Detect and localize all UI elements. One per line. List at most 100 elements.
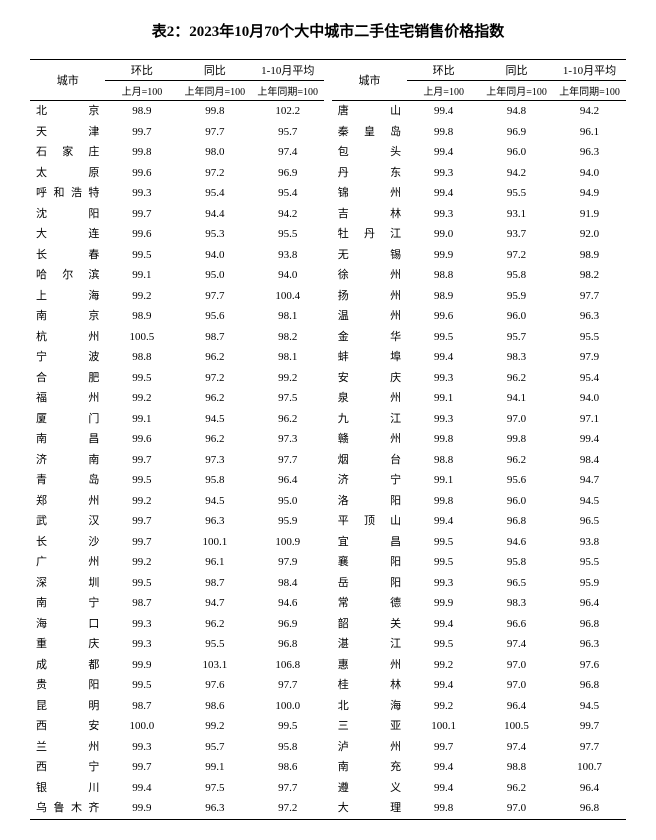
city-left: 南京: [30, 306, 105, 327]
avg-left: 96.4: [251, 470, 324, 491]
avg-right: 94.0: [553, 163, 626, 184]
city-left: 西宁: [30, 757, 105, 778]
city-left: 长沙: [30, 532, 105, 553]
mm-left: 99.7: [105, 204, 178, 225]
table-row: 上海99.297.7100.4扬州98.995.997.7: [30, 286, 626, 307]
city-left: 厦门: [30, 409, 105, 430]
mm-left: 99.5: [105, 368, 178, 389]
mm-left: 100.5: [105, 327, 178, 348]
yy-right: 98.3: [480, 593, 553, 614]
mm-right: 99.1: [407, 470, 480, 491]
avg-right: 92.0: [553, 224, 626, 245]
mm-right: 99.5: [407, 532, 480, 553]
city-right: 平顶山: [332, 511, 407, 532]
yy-left: 98.0: [178, 142, 251, 163]
mm-right: 99.3: [407, 573, 480, 594]
avg-left: 96.9: [251, 614, 324, 635]
yy-left: 96.2: [178, 429, 251, 450]
mm-right: 99.2: [407, 655, 480, 676]
city-right: 安庆: [332, 368, 407, 389]
yy-left: 96.3: [178, 798, 251, 819]
hdr-mm-sub-left: 上月=100: [105, 81, 178, 101]
city-left: 合肥: [30, 368, 105, 389]
avg-right: 96.8: [553, 675, 626, 696]
table-row: 青岛99.595.896.4济宁99.195.694.7: [30, 470, 626, 491]
yy-right: 100.5: [480, 716, 553, 737]
mm-left: 99.5: [105, 675, 178, 696]
yy-left: 94.5: [178, 491, 251, 512]
city-left: 广州: [30, 552, 105, 573]
mm-right: 99.4: [407, 183, 480, 204]
mm-right: 99.2: [407, 696, 480, 717]
avg-left: 106.8: [251, 655, 324, 676]
yy-right: 94.8: [480, 101, 553, 122]
avg-right: 94.5: [553, 491, 626, 512]
avg-right: 95.5: [553, 327, 626, 348]
mm-right: 98.8: [407, 265, 480, 286]
avg-right: 97.9: [553, 347, 626, 368]
yy-right: 97.0: [480, 655, 553, 676]
table-title: 表2：2023年10月70个大中城市二手住宅销售价格指数: [30, 20, 626, 41]
mm-left: 99.3: [105, 183, 178, 204]
city-left: 太原: [30, 163, 105, 184]
table-row: 兰州99.395.795.8泸州99.797.497.7: [30, 737, 626, 758]
table-row: 天津99.797.795.7秦皇岛99.896.996.1: [30, 122, 626, 143]
mm-left: 99.7: [105, 532, 178, 553]
mm-right: 99.3: [407, 409, 480, 430]
city-left: 福州: [30, 388, 105, 409]
city-left: 南宁: [30, 593, 105, 614]
city-right: 岳阳: [332, 573, 407, 594]
mm-left: 99.2: [105, 491, 178, 512]
yy-right: 93.1: [480, 204, 553, 225]
mm-left: 99.6: [105, 429, 178, 450]
table-row: 西安100.099.299.5三亚100.1100.599.7: [30, 716, 626, 737]
city-right: 惠州: [332, 655, 407, 676]
table-row: 南京98.995.698.1温州99.696.096.3: [30, 306, 626, 327]
table-row: 郑州99.294.595.0洛阳99.896.094.5: [30, 491, 626, 512]
yy-left: 95.3: [178, 224, 251, 245]
mm-left: 99.7: [105, 757, 178, 778]
city-right: 唐山: [332, 101, 407, 122]
avg-left: 97.7: [251, 675, 324, 696]
hdr-yy-left: 同比: [178, 60, 251, 81]
city-left: 上海: [30, 286, 105, 307]
avg-left: 99.5: [251, 716, 324, 737]
mm-left: 99.6: [105, 163, 178, 184]
city-left: 西安: [30, 716, 105, 737]
avg-right: 94.5: [553, 696, 626, 717]
avg-right: 96.4: [553, 778, 626, 799]
avg-left: 95.8: [251, 737, 324, 758]
mm-left: 99.5: [105, 470, 178, 491]
mm-right: 99.4: [407, 675, 480, 696]
yy-left: 95.5: [178, 634, 251, 655]
yy-left: 100.1: [178, 532, 251, 553]
avg-left: 102.2: [251, 101, 324, 122]
avg-right: 95.5: [553, 552, 626, 573]
avg-right: 96.5: [553, 511, 626, 532]
table-row: 济南99.797.397.7烟台98.896.298.4: [30, 450, 626, 471]
avg-left: 96.8: [251, 634, 324, 655]
mm-right: 99.4: [407, 347, 480, 368]
yy-left: 96.3: [178, 511, 251, 532]
yy-right: 95.6: [480, 470, 553, 491]
yy-left: 99.2: [178, 716, 251, 737]
city-left: 海口: [30, 614, 105, 635]
city-left: 石家庄: [30, 142, 105, 163]
yy-right: 96.2: [480, 450, 553, 471]
table-row: 深圳99.598.798.4岳阳99.396.595.9: [30, 573, 626, 594]
yy-right: 95.7: [480, 327, 553, 348]
table-row: 乌鲁木齐99.996.397.2大理99.897.096.8: [30, 798, 626, 819]
mm-left: 99.2: [105, 552, 178, 573]
city-right: 桂林: [332, 675, 407, 696]
city-left: 哈尔滨: [30, 265, 105, 286]
city-right: 包头: [332, 142, 407, 163]
mm-right: 99.4: [407, 101, 480, 122]
table-row: 南宁98.794.794.6常德99.998.396.4: [30, 593, 626, 614]
city-left: 乌鲁木齐: [30, 798, 105, 819]
hdr-mm-left: 环比: [105, 60, 178, 81]
avg-right: 93.8: [553, 532, 626, 553]
mm-right: 98.8: [407, 450, 480, 471]
mm-right: 99.3: [407, 368, 480, 389]
yy-left: 97.3: [178, 450, 251, 471]
mm-left: 99.7: [105, 511, 178, 532]
